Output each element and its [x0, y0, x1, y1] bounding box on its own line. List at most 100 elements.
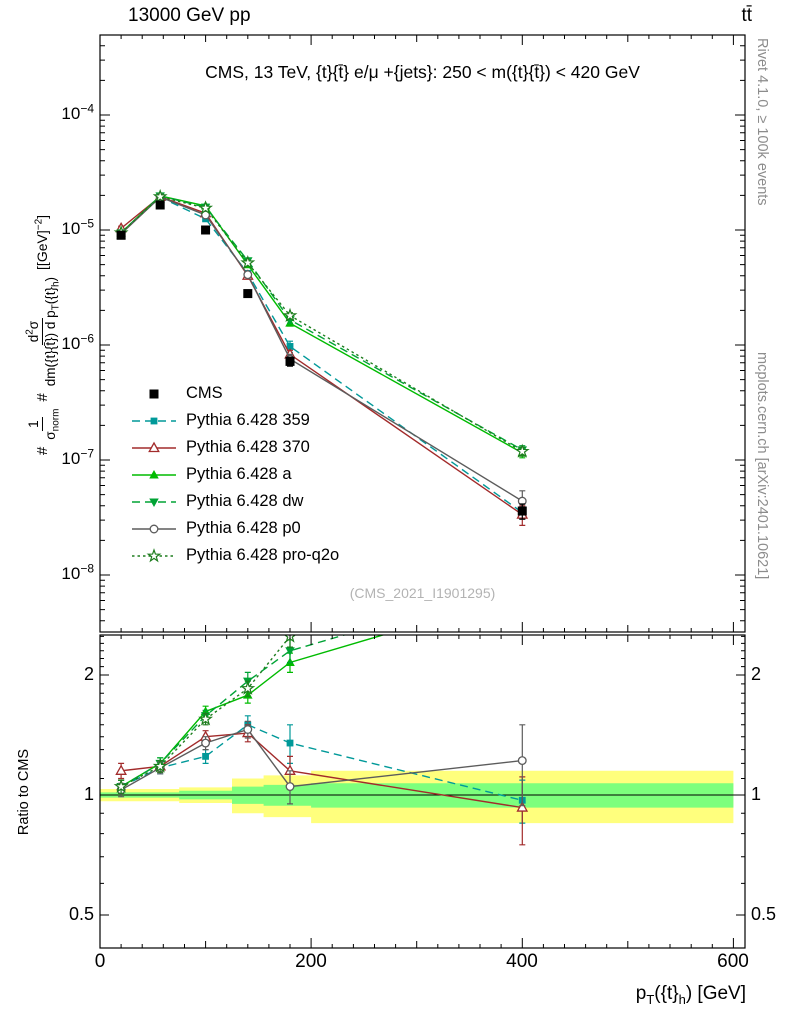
error-bar: [519, 490, 526, 515]
marker-triangle-filled: [285, 318, 295, 327]
marker-square-filled: [156, 764, 164, 772]
error-bar: [118, 779, 125, 794]
legend-triangle-filled-icon: [132, 469, 176, 478]
marker-triangle-open: [241, 726, 254, 738]
x-tick-label: 200: [295, 951, 327, 972]
frac1-numerator: 1: [25, 417, 43, 431]
error-bar: [287, 312, 293, 320]
y-tick-label: 10−6: [61, 331, 94, 353]
error-bar: [202, 205, 209, 211]
error-bar: [157, 194, 164, 200]
marker-star-open: [146, 547, 162, 562]
ratio-panel: [100, 635, 745, 846]
legend-square-filled-icon: [149, 389, 159, 398]
marker-triangle-open: [284, 764, 296, 775]
marker-triangle-open: [115, 221, 127, 233]
error-bar: [157, 760, 164, 773]
error-bar: [244, 289, 251, 298]
ratio-frame: [99, 634, 746, 949]
error-bar: [202, 210, 209, 216]
error-bar: [202, 736, 209, 751]
error-bar: [202, 216, 209, 222]
error-bar: [202, 212, 209, 218]
sigma-symbol: σ: [42, 431, 58, 440]
marker-star-open: [514, 443, 530, 458]
error-bar: [118, 782, 125, 798]
squared-sup: 2: [24, 329, 36, 335]
marker-square-filled: [116, 230, 126, 240]
error-bar: [118, 225, 125, 232]
error-bar: [118, 779, 125, 794]
marker-circle-open: [243, 725, 253, 734]
legend-label: Pythia 6.428 p0: [186, 519, 301, 537]
frac2-denominator: dm({t}{t̄}) d pT({t}h): [42, 274, 62, 389]
error-bar: [157, 193, 164, 199]
analysis-id-watermark: (CMS_2021_I1901295): [349, 585, 496, 601]
error-bar: [519, 505, 526, 526]
marker-square-filled: [150, 417, 158, 424]
legend-circle-open-icon: [132, 524, 176, 533]
marker-square-filled: [286, 343, 294, 350]
marker-square-filled: [244, 721, 252, 729]
marker-square-filled: [156, 193, 164, 201]
error-bar: [202, 709, 209, 722]
x-tick-label: 400: [506, 951, 538, 972]
marker-star-open: [152, 188, 168, 204]
marker-square-filled: [518, 796, 526, 804]
error-bar: [244, 715, 251, 735]
legend-item: Pythia 6.428 359: [131, 407, 339, 434]
marker-triangle-filled: [200, 706, 211, 715]
error-bar: [118, 231, 125, 237]
legend-item: Pythia 6.428 p0: [131, 515, 339, 542]
beam-energy-label: 13000 GeV pp: [128, 5, 251, 26]
marker-star-open: [240, 680, 256, 695]
y-tick-label: 10−4: [61, 101, 94, 123]
marker-circle-open: [201, 738, 211, 748]
error-bar: [519, 447, 526, 459]
error-bar: [202, 205, 209, 210]
marker-triangle-filled: [149, 469, 159, 478]
error-bar: [287, 349, 293, 360]
marker-triangle-filled: [243, 690, 253, 699]
marker-triangle-open: [148, 441, 160, 452]
ratio-tick-label-left: 2: [83, 664, 94, 684]
ratio-tick-label-left: 0.5: [68, 904, 94, 924]
error-bar: [287, 316, 293, 324]
marker-square-filled: [285, 356, 295, 366]
total-uncertainty-band: [100, 770, 734, 824]
marker-triangle-filled: [517, 447, 528, 457]
marker-circle-open: [243, 270, 253, 280]
marker-triangle-open: [516, 508, 529, 519]
error-bar: [287, 724, 293, 764]
den-sub-h: h: [50, 281, 62, 288]
marker-triangle-filled: [243, 259, 253, 269]
ratio-tick-label-right: 2: [751, 664, 762, 684]
sigma-sub: norm: [50, 408, 62, 432]
error-bar: [287, 340, 293, 353]
error-bar: [118, 230, 125, 236]
legend-item: Pythia 6.428 pro-q2o: [131, 542, 339, 569]
error-bar: [202, 713, 209, 726]
error-bar: [202, 203, 209, 209]
marker-triangle-open: [199, 206, 212, 218]
error-bar: [244, 271, 251, 278]
marker-triangle-down-filled: [200, 203, 211, 213]
marker-square-filled: [518, 509, 526, 516]
marker-triangle-filled: [285, 657, 295, 666]
marker-triangle-down-filled: [155, 192, 165, 201]
frac1-denominator: σnorm: [42, 406, 62, 443]
error-bar: [157, 760, 164, 773]
sigma-symbol-2: σ: [25, 320, 41, 330]
marker-triangle-open: [241, 269, 254, 280]
error-bar: [157, 757, 164, 770]
y-tick-label: 10−8: [61, 561, 94, 583]
den-text-2: ({t}: [42, 287, 58, 305]
y-tick-label: 10−7: [61, 446, 94, 468]
marker-square-filled: [201, 225, 211, 235]
error-bar: [244, 724, 251, 743]
ratio-tick-label-right: 1: [751, 784, 762, 804]
error-bar: [519, 446, 526, 457]
error-bar: [287, 319, 293, 327]
